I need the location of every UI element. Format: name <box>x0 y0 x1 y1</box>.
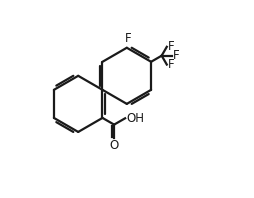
Text: F: F <box>168 58 174 71</box>
Text: F: F <box>168 40 174 53</box>
Text: OH: OH <box>126 112 145 125</box>
Text: F: F <box>173 49 180 62</box>
Text: F: F <box>125 32 131 45</box>
Text: O: O <box>109 139 119 152</box>
